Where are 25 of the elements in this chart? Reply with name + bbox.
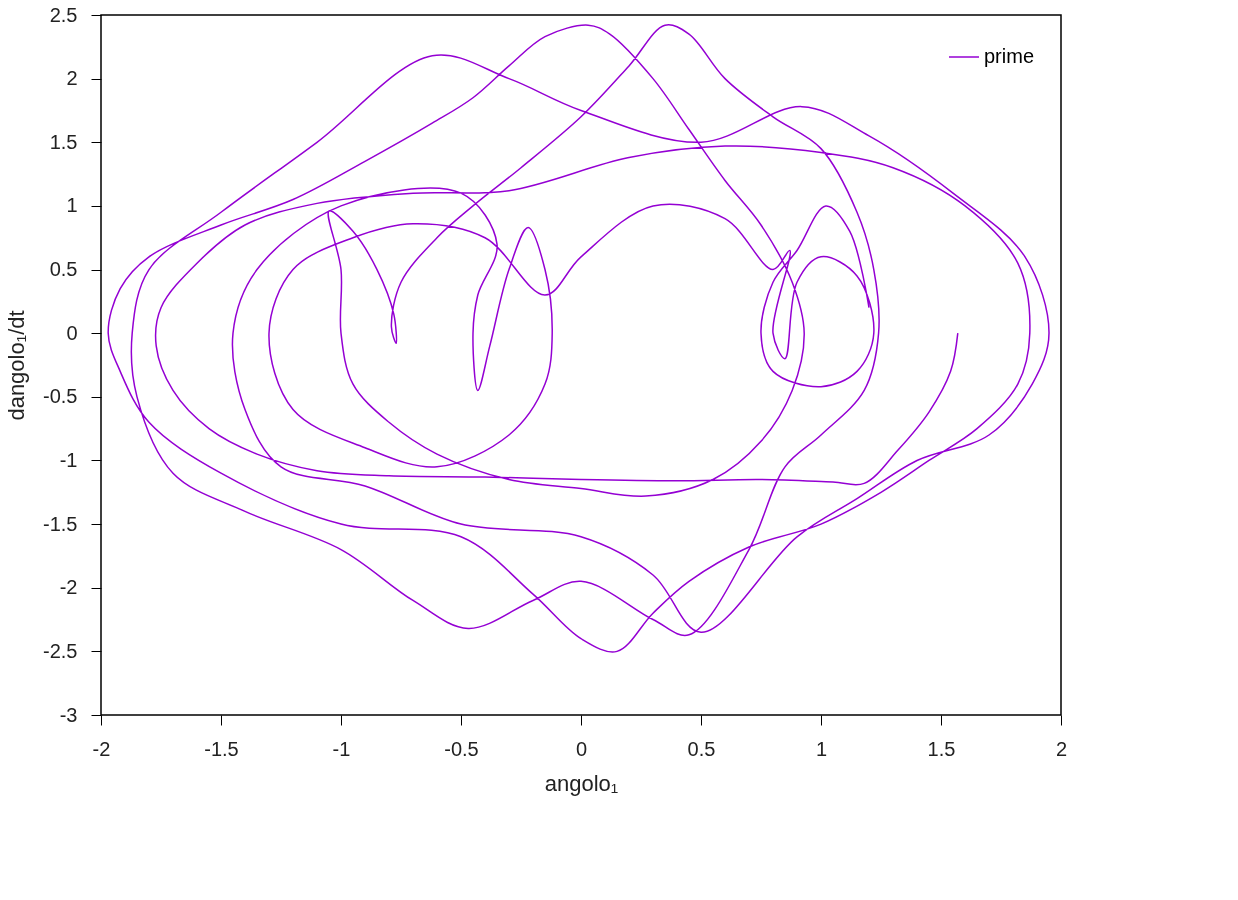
y-tick-label: -2 xyxy=(59,576,78,599)
x-tick-label: 2 xyxy=(1055,737,1068,760)
y-tick-label: -2.5 xyxy=(43,639,78,662)
x-tick-label: 1 xyxy=(815,737,828,760)
x-tick-label: 0 xyxy=(575,737,588,760)
y-tick-label: -0.5 xyxy=(43,385,78,408)
x-tick-label: -1.5 xyxy=(204,737,239,760)
y-tick-label: 0.5 xyxy=(49,258,78,281)
y-tick-label: -3 xyxy=(59,703,78,726)
x-axis-title: angolo₁ xyxy=(544,770,619,796)
x-tick-label: -2 xyxy=(92,737,111,760)
x-tick-label: -1 xyxy=(332,737,351,760)
x-tick-label: 0.5 xyxy=(687,737,716,760)
y-tick-label: 2.5 xyxy=(49,3,78,26)
x-tick-label: 1.5 xyxy=(927,737,956,760)
line-series xyxy=(107,24,1050,653)
y-tick-label: -1 xyxy=(59,448,78,471)
y-tick-label: -1.5 xyxy=(43,512,78,535)
x-tick-label: -0.5 xyxy=(444,737,479,760)
y-tick-label: 0 xyxy=(66,321,78,344)
y-tick-label: 2 xyxy=(66,67,78,90)
y-axis-title: dangolo₁/dt xyxy=(4,310,30,421)
legend-label: prime xyxy=(984,45,1035,67)
y-tick-label: 1.5 xyxy=(49,130,78,153)
y-tick-label: 1 xyxy=(66,194,78,217)
